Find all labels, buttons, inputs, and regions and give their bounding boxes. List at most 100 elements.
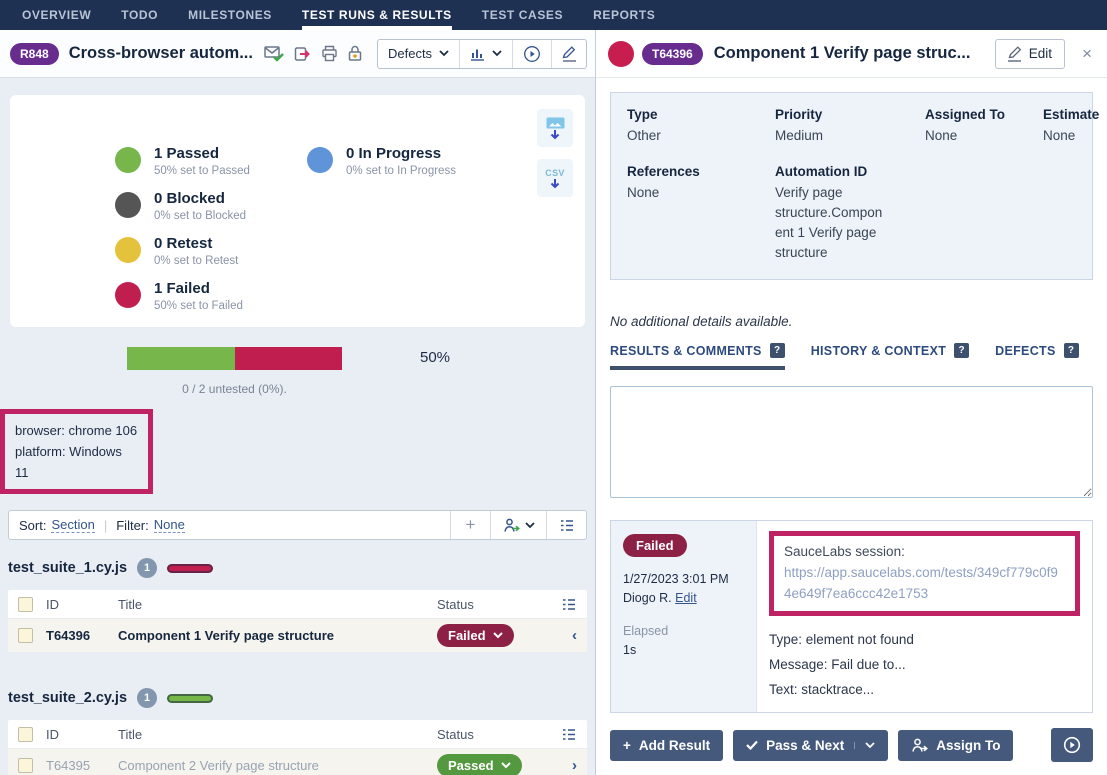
rerun-button[interactable] — [512, 39, 551, 68]
filter-value-link[interactable]: None — [153, 517, 185, 533]
email-report-icon[interactable] — [264, 45, 284, 62]
suite-group-2: test_suite_2.cy.js 1 — [8, 688, 587, 708]
nav-reports[interactable]: REPORTS — [593, 8, 656, 22]
columns-icon[interactable] — [549, 728, 577, 741]
legend-retest[interactable]: 0 Retest 0% set to Retest — [115, 235, 250, 267]
chevron-down-icon — [500, 762, 511, 769]
nav-test-cases[interactable]: TEST CASES — [481, 8, 564, 22]
edit-test-button[interactable]: Edit — [994, 38, 1066, 69]
status-dropdown-failed[interactable]: Failed — [437, 624, 514, 647]
lock-icon[interactable] — [348, 45, 362, 62]
select-all-checkbox[interactable] — [18, 726, 33, 742]
status-dropdown-passed[interactable]: Passed — [437, 754, 522, 775]
chevron-down-icon — [492, 632, 503, 639]
download-image-button[interactable] — [537, 109, 573, 147]
tab-results-comments[interactable]: RESULTS & COMMENTS ? — [610, 343, 785, 370]
sort-value-link[interactable]: Section — [51, 517, 95, 533]
retest-dot — [115, 237, 141, 263]
result-author: Diogo R. Edit — [623, 591, 697, 605]
display-options-button[interactable] — [546, 511, 586, 539]
assign-dropdown-button[interactable] — [490, 511, 546, 539]
session-url-link[interactable]: https://app.saucelabs.com/tests/349cf779… — [784, 565, 1058, 601]
run-header-icons — [264, 45, 362, 62]
result-action-bar: + Add Result Pass & Next Assign To — [610, 728, 1093, 762]
test-row-t64395[interactable]: T64395 Component 2 Verify page structure… — [8, 749, 587, 775]
download-csv-button[interactable]: CSV — [537, 159, 573, 197]
run-config-annotation: browser: chrome 106 platform: Windows 11 — [0, 409, 153, 494]
download-arrow-icon — [549, 129, 561, 140]
suite-1-table-header: ID Title Status — [8, 590, 587, 619]
progress-percent: 50% — [420, 349, 451, 366]
nav-milestones[interactable]: MILESTONES — [188, 8, 272, 22]
legend-in-progress[interactable]: 0 In Progress 0% set to In Progress — [307, 145, 456, 177]
test-title: Component 2 Verify page structure — [118, 758, 319, 773]
comment-input[interactable] — [610, 386, 1093, 498]
run-test-button[interactable] — [1051, 728, 1093, 762]
result-meta-column: Failed 1/27/2023 3:01 PM Diogo R. Edit E… — [611, 521, 757, 712]
help-icon[interactable]: ? — [1063, 343, 1079, 358]
collapse-detail-chevron[interactable]: ‹ — [572, 627, 577, 644]
pass-and-next-button[interactable]: Pass & Next — [733, 729, 889, 761]
defects-dropdown[interactable]: Defects — [378, 40, 459, 68]
help-icon[interactable]: ? — [769, 343, 785, 358]
suite-1-status-bar — [167, 563, 214, 573]
plus-icon: + — [623, 737, 631, 753]
retest-sub: 0% set to Retest — [154, 255, 239, 267]
result-timestamp: 1/27/2023 3:01 PM — [623, 572, 729, 586]
legend-column-1: 1 Passed 50% set to Passed 0 Blocked 0% … — [115, 145, 250, 325]
suite-group-1: test_suite_1.cy.js 1 — [8, 558, 587, 578]
test-detail-title: Component 1 Verify page struc... — [713, 44, 971, 62]
failed-status-dot — [608, 40, 634, 67]
passed-dot — [115, 147, 141, 173]
tab-history-context[interactable]: HISTORY & CONTEXT ? — [811, 343, 970, 370]
run-actions-group: Defects — [376, 38, 588, 69]
blocked-sub: 0% set to Blocked — [154, 210, 247, 222]
open-detail-chevron[interactable]: › — [572, 757, 577, 774]
assign-to-button[interactable]: Assign To — [898, 729, 1014, 761]
elapsed-label: Elapsed — [623, 624, 669, 638]
legend-blocked[interactable]: 0 Blocked 0% set to Blocked — [115, 190, 250, 222]
tab-defects[interactable]: DEFECTS ? — [995, 343, 1079, 370]
nav-test-runs-results[interactable]: TEST RUNS & RESULTS — [301, 0, 452, 30]
in-progress-dot — [307, 147, 333, 173]
passed-count: 1 Passed — [154, 145, 220, 162]
legend-failed[interactable]: 1 Failed 50% set to Failed — [115, 280, 250, 312]
columns-icon[interactable] — [549, 598, 577, 611]
result-detail-lines: Type: element not found Message: Fail du… — [769, 627, 1080, 702]
suite-2-table-header: ID Title Status — [8, 720, 587, 749]
result-type-line: Type: element not found — [769, 632, 914, 647]
chart-dropdown[interactable] — [459, 39, 512, 68]
image-icon — [546, 117, 565, 129]
nav-todo[interactable]: TODO — [121, 8, 159, 22]
select-all-checkbox[interactable] — [18, 596, 33, 612]
row-checkbox[interactable] — [18, 628, 33, 643]
field-priority: Priority Medium — [775, 107, 824, 143]
edit-run-button[interactable] — [551, 39, 586, 68]
suite-1-count-badge: 1 — [137, 558, 158, 578]
help-icon[interactable]: ? — [954, 343, 970, 358]
suite-2-count-badge: 1 — [137, 688, 158, 708]
passed-sub: 50% set to Passed — [154, 165, 250, 177]
print-icon[interactable] — [321, 45, 338, 62]
edit-result-link[interactable]: Edit — [675, 591, 697, 605]
suite-2-status-bar — [167, 693, 214, 703]
export-icon[interactable] — [294, 46, 311, 62]
legend-passed[interactable]: 1 Passed 50% set to Passed — [115, 145, 250, 177]
suite-2-table: ID Title Status T64395 Component 2 Verif… — [8, 720, 587, 775]
close-icon[interactable]: × — [1082, 43, 1092, 63]
play-circle-icon — [1063, 736, 1081, 754]
test-run-header: R848 Cross-browser autom... Defects — [0, 30, 595, 78]
suite-2-name[interactable]: test_suite_2.cy.js — [8, 690, 128, 706]
nav-overview[interactable]: OVERVIEW — [22, 8, 92, 22]
add-result-button[interactable]: + Add Result — [610, 729, 724, 761]
status-label: Failed — [448, 628, 486, 643]
chevron-down-icon[interactable] — [854, 741, 875, 749]
session-label: SauceLabs session: — [784, 544, 905, 559]
suite-1-name[interactable]: test_suite_1.cy.js — [8, 560, 128, 576]
in-progress-sub: 0% set to In Progress — [346, 165, 456, 177]
test-row-t64396[interactable]: T64396 Component 1 Verify page structure… — [8, 619, 587, 652]
row-checkbox[interactable] — [18, 758, 33, 773]
status-column-header: Status — [437, 596, 474, 612]
add-test-button[interactable]: + — [450, 511, 490, 539]
progress-failed-segment — [234, 347, 342, 370]
